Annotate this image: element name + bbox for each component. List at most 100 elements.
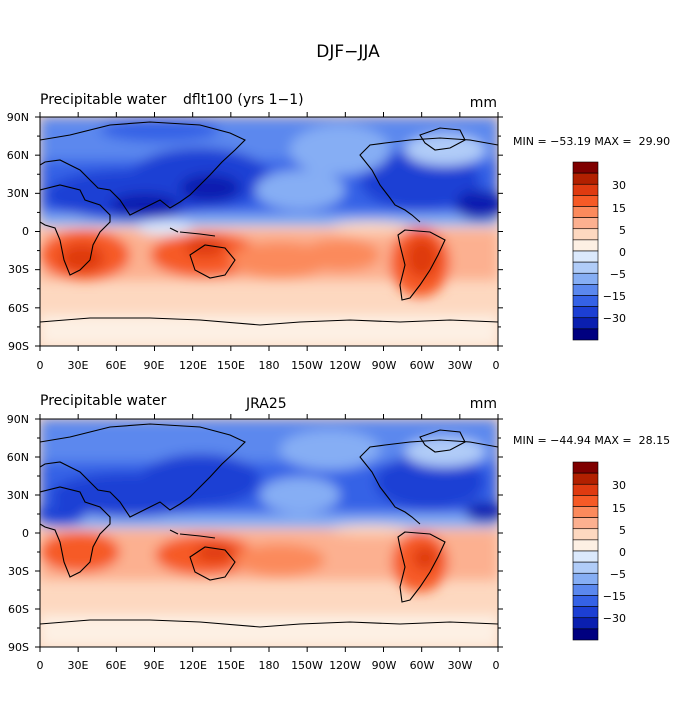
colorbar-swatch — [572, 572, 599, 585]
colorbar-swatch — [572, 561, 599, 574]
units-label: mm — [470, 396, 497, 412]
min-max-stats: MIN = −53.19 MAX = 29.90 — [513, 135, 670, 148]
x-tick-label: 0 — [493, 659, 500, 672]
panel-title: Precipitable water — [40, 92, 167, 108]
y-axis-labels: 90N 60N 30N 0 30S 60S 90S — [7, 111, 29, 353]
x-tick-label: 60E — [106, 359, 127, 372]
colorbar-swatch — [572, 228, 599, 241]
colorbar-swatch — [572, 217, 599, 230]
colorbar-labels: 30 15 5 0 −5 −15 −30 — [603, 179, 626, 325]
colorbar-swatch — [572, 461, 599, 474]
panel-title: Precipitable water — [40, 393, 167, 409]
panel-subtitle: JRA25 — [245, 396, 287, 412]
x-axis-ticks — [39, 414, 499, 652]
y-tick-label: 60S — [8, 603, 29, 616]
x-tick-label: 0 — [37, 359, 44, 372]
colorbar-label: 30 — [612, 179, 626, 192]
colorbar-label: −5 — [610, 568, 626, 581]
x-tick-label: 150E — [217, 359, 245, 372]
y-tick-label: 90S — [8, 641, 29, 654]
x-tick-label: 30E — [68, 359, 89, 372]
colorbar-label: 5 — [619, 524, 626, 537]
colorbar-swatch — [572, 183, 599, 196]
map-frame — [35, 414, 503, 652]
colorbar-label: 0 — [619, 246, 626, 259]
colorbar-swatch — [572, 584, 599, 596]
y-tick-label: 60N — [7, 451, 29, 464]
colorbar: 30 15 5 0 −5 −15 −30 — [572, 461, 626, 641]
colorbar-label: 0 — [619, 546, 626, 559]
colorbar-swatch — [572, 206, 599, 218]
colorbar-swatch — [572, 172, 599, 185]
colorbar-swatch — [572, 472, 599, 485]
y-tick-label: 60N — [7, 149, 29, 162]
contour-field — [40, 117, 498, 346]
x-tick-label: 90W — [372, 359, 397, 372]
y-tick-label: 30N — [7, 489, 29, 502]
y-tick-label: 90N — [7, 413, 29, 426]
x-tick-label: 120E — [179, 359, 207, 372]
x-tick-label: 150W — [291, 359, 323, 372]
x-tick-label: 120W — [329, 359, 361, 372]
y-tick-label: 0 — [22, 225, 29, 238]
y-tick-label: 30S — [8, 263, 29, 276]
colorbar-swatch — [572, 250, 599, 263]
x-tick-label: 0 — [493, 359, 500, 372]
x-tick-label: 0 — [37, 659, 44, 672]
panel-reanalysis: Precipitable water JRA25 mm — [7, 393, 670, 672]
y-tick-label: 0 — [22, 527, 29, 540]
colorbar-labels: 30 15 5 0 −5 −15 −30 — [603, 479, 626, 625]
colorbar-label: 30 — [612, 479, 626, 492]
x-axis-ticks — [39, 112, 499, 351]
x-tick-label: 90E — [144, 359, 165, 372]
colorbar-label: −30 — [603, 612, 626, 625]
x-tick-label: 30W — [448, 659, 473, 672]
colorbar-swatch — [572, 483, 599, 496]
x-tick-label: 150W — [291, 659, 323, 672]
x-tick-label: 90W — [372, 659, 397, 672]
colorbar-label: −30 — [603, 312, 626, 325]
colorbar-swatches — [572, 161, 599, 341]
x-tick-label: 180 — [259, 659, 280, 672]
x-tick-label: 30E — [68, 659, 89, 672]
x-tick-label: 120W — [329, 659, 361, 672]
colorbar-label: 15 — [612, 502, 626, 515]
colorbar-swatch — [572, 161, 599, 174]
colorbar-swatch — [572, 239, 599, 252]
colorbar-swatch — [572, 272, 599, 285]
y-tick-label: 90N — [7, 111, 29, 124]
colorbar-swatch — [572, 261, 599, 274]
y-axis-ticks — [35, 418, 503, 648]
y-tick-label: 90S — [8, 340, 29, 353]
colorbar: 30 15 5 0 −5 −15 −30 — [572, 161, 626, 341]
colorbar-label: 5 — [619, 224, 626, 237]
colorbar-swatch — [572, 517, 599, 530]
x-tick-label: 180 — [259, 359, 280, 372]
y-tick-label: 60S — [8, 302, 29, 315]
colorbar-swatch — [572, 328, 599, 341]
colorbar-swatch — [572, 295, 599, 307]
colorbar-label: −5 — [610, 268, 626, 281]
coastlines — [40, 121, 498, 326]
colorbar-swatch — [572, 595, 599, 607]
colorbar-swatch — [572, 628, 599, 641]
units-label: mm — [470, 95, 497, 111]
x-tick-label: 120E — [179, 659, 207, 672]
y-axis-ticks — [35, 116, 503, 347]
x-tick-label: 60W — [410, 659, 435, 672]
colorbar-swatch — [572, 495, 599, 507]
x-tick-label: 30W — [448, 359, 473, 372]
colorbar-label: −15 — [603, 290, 626, 303]
min-max-stats: MIN = −44.94 MAX = 28.15 — [513, 434, 670, 447]
y-tick-label: 30N — [7, 187, 29, 200]
map-frame — [35, 112, 503, 351]
colorbar-swatch — [572, 550, 599, 563]
x-tick-label: 60E — [106, 659, 127, 672]
x-axis-labels: 0 30E 60E 90E 120E 150E 180 150W 120W 90… — [37, 659, 500, 672]
colorbar-swatch — [572, 506, 599, 518]
figure-title: DJF−JJA — [316, 42, 380, 62]
panel-model: Precipitable water dflt100 (yrs 1−1) mm — [7, 92, 670, 372]
colorbar-swatches — [572, 461, 599, 641]
colorbar-label: 15 — [612, 202, 626, 215]
